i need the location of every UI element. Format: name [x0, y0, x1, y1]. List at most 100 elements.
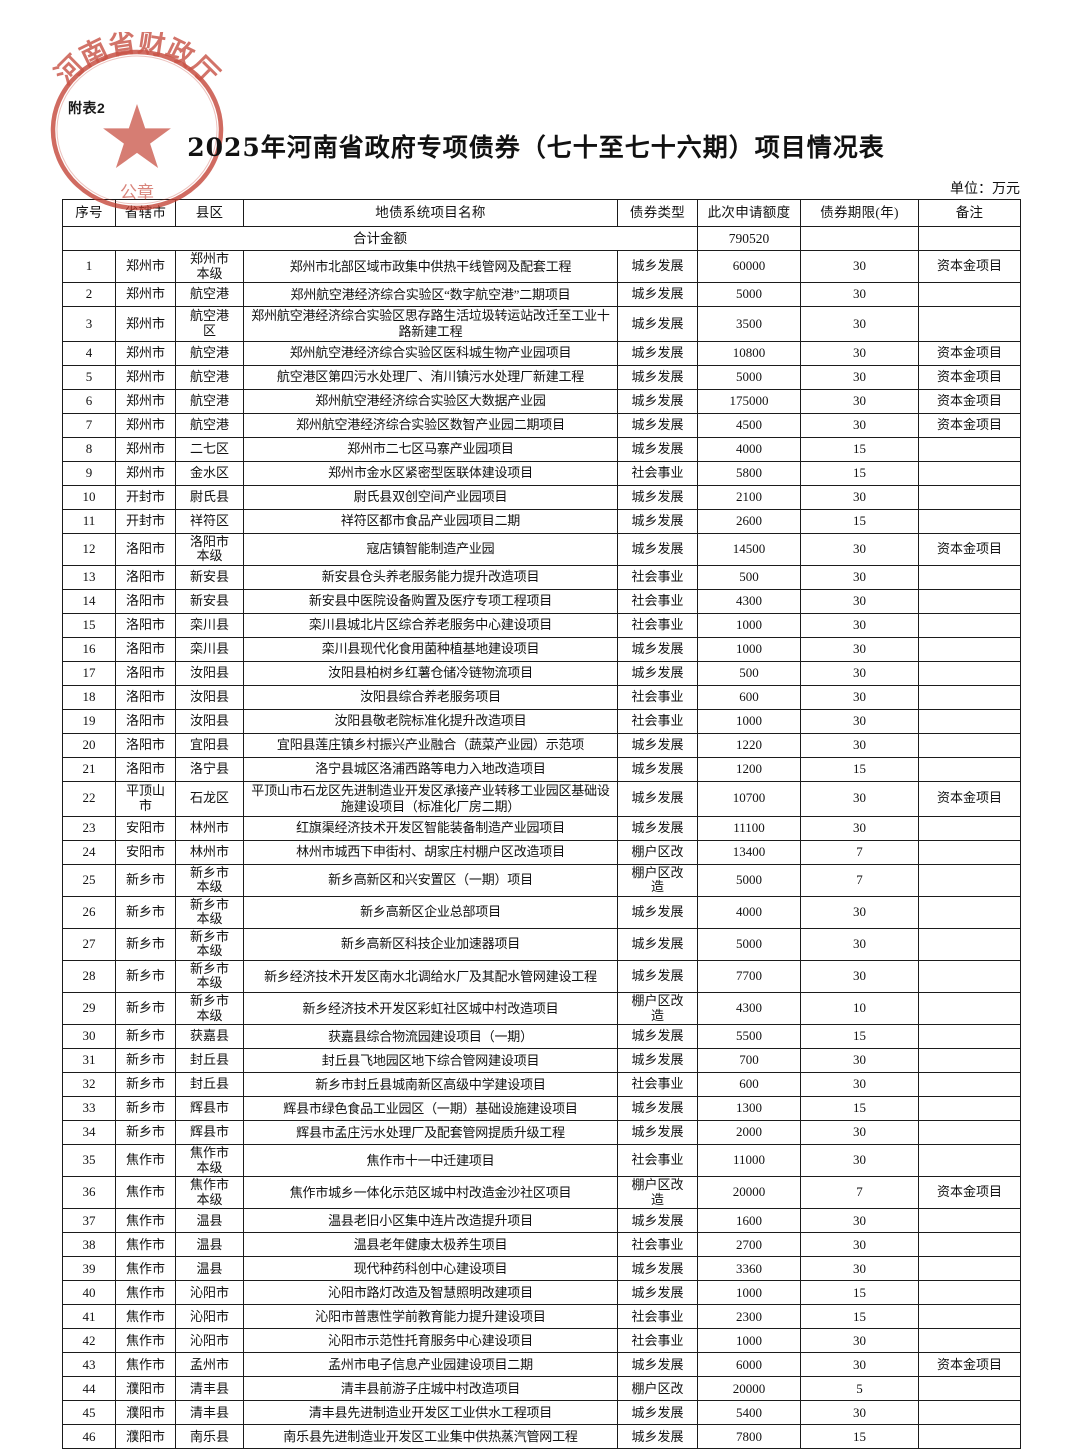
cell-term: 15: [800, 508, 919, 534]
cell-project-name: 辉县市绿色食品工业园区（一期）基础设施建设项目: [243, 1096, 618, 1122]
cell-note: [918, 756, 1021, 782]
table-body: 合计金额 790520 1 郑州市 郑州市 本级 郑州市北部区域市政集中供热干线管网及配…: [62, 226, 1021, 1450]
cell-city: 郑州市: [115, 249, 176, 284]
cell-note: [918, 1096, 1021, 1122]
cell-note: [918, 1024, 1021, 1050]
cell-amount: 20000: [697, 1376, 801, 1402]
cell-city: 焦作市: [115, 1208, 176, 1234]
cell-note: 资本金项目: [918, 364, 1021, 390]
cell-amount: 14500: [697, 532, 801, 566]
table-row: 27 新乡市 新乡市 本级 新乡高新区科技企业加速器项目 城乡发展 5000 30: [62, 927, 1021, 961]
cell-amount: 5000: [697, 364, 801, 390]
cell-project-name: 新乡经济技术开发区彩虹社区城中村改造项目: [243, 991, 618, 1026]
cell-city: 郑州市: [115, 364, 176, 390]
cell-amount: 1000: [697, 708, 801, 734]
cell-term: 30: [800, 388, 919, 414]
table-row: 4 郑州市 航空港 郑州航空港经济综合实验区医科城生物产业园项目 城乡发展 10800 30…: [62, 340, 1021, 366]
cell-county: 尉氏县: [175, 484, 244, 510]
table-row: 35 焦作市 焦作市 本级 焦作市十一中迁建项目 社会事业 11000 30: [62, 1144, 1021, 1178]
cell-seq: 13: [62, 564, 116, 590]
cell-project-name: 新乡经济技术开发区南水北调给水厂及其配水管网建设工程: [243, 959, 618, 994]
cell-project-name: 洛宁县城区洛浦西路等电力入地改造项目: [243, 756, 618, 782]
cell-city: 新乡市: [115, 1024, 176, 1050]
cell-project-name: 航空港区第四污水处理厂、洧川镇污水处理厂新建工程: [243, 364, 618, 390]
cell-amount: 2300: [697, 1304, 801, 1330]
cell-seq: 23: [62, 815, 116, 841]
cell-term: 5: [800, 1376, 919, 1402]
cell-project-name: 现代种药科创中心建设项目: [243, 1256, 618, 1282]
cell-term: 30: [800, 1072, 919, 1098]
table-row: 44 濮阳市 清丰县 清丰县前游子庄城中村改造项目 棚户区改 20000 5: [62, 1376, 1021, 1402]
cell-amount: 2600: [697, 508, 801, 534]
cell-term: 30: [800, 564, 919, 590]
cell-term: 30: [800, 1208, 919, 1234]
table-row: 5 郑州市 航空港 航空港区第四污水处理厂、洧川镇污水处理厂新建工程 城乡发展 5000 3…: [62, 364, 1021, 390]
cell-seq: 39: [62, 1256, 116, 1282]
cell-city: 濮阳市: [115, 1400, 176, 1426]
cell-bond-type: 社会事业: [617, 612, 698, 638]
cell-seq: 27: [62, 927, 116, 961]
cell-amount: 6000: [697, 1352, 801, 1378]
cell-note: [918, 1144, 1021, 1178]
table-row: 31 新乡市 封丘县 封丘县飞地园区地下综合管网建设项目 城乡发展 700 30: [62, 1048, 1021, 1074]
cell-county: 林州市: [175, 839, 244, 865]
cell-seq: 7: [62, 412, 116, 438]
cell-seq: 8: [62, 436, 116, 462]
cell-county: 沁阳市: [175, 1328, 244, 1354]
total-label: 合计金额: [62, 226, 698, 251]
table-row: 11 开封市 祥符区 祥符区都市食品产业园项目二期 城乡发展 2600 15: [62, 508, 1021, 534]
cell-city: 焦作市: [115, 1256, 176, 1282]
cell-project-name: 红旗渠经济技术开发区智能装备制造产业园项目: [243, 815, 618, 841]
cell-note: [918, 1208, 1021, 1234]
cell-bond-type: 城乡发展: [617, 1024, 698, 1050]
cell-amount: 20000: [697, 1176, 801, 1210]
cell-note: [918, 484, 1021, 510]
cell-note: [918, 991, 1021, 1026]
cell-seq: 12: [62, 532, 116, 566]
cell-note: [918, 1072, 1021, 1098]
cell-project-name: 南乐县先进制造业开发区工业集中供热蒸汽管网工程: [243, 1424, 618, 1450]
col-header-amount: 此次申请额度: [697, 199, 801, 227]
cell-amount: 3360: [697, 1256, 801, 1282]
table-row: 22 平顶山市石龙区 平顶山市石龙区先进制造业开发区承接产业转移工业园区基础设施建设…: [62, 780, 1021, 817]
cell-project-name: 沁阳市示范性托育服务中心建设项目: [243, 1328, 618, 1354]
cell-note: 资本金项目: [918, 780, 1021, 817]
cell-project-name: 栾川县现代化食用菌种植基地建设项目: [243, 636, 618, 662]
cell-note: [918, 612, 1021, 638]
cell-project-name: 祥符区都市食品产业园项目二期: [243, 508, 618, 534]
cell-term: 30: [800, 1400, 919, 1426]
table-row: 46 濮阳市 南乐县 南乐县先进制造业开发区工业集中供热蒸汽管网工程 城乡发展 7800 1…: [62, 1424, 1021, 1450]
table-row: 13 洛阳市 新安县 新安县仓头养老服务能力提升改造项目 社会事业 500 30: [62, 564, 1021, 590]
cell-amount: 600: [697, 1072, 801, 1098]
cell-seq: 36: [62, 1176, 116, 1210]
cell-seq: 43: [62, 1352, 116, 1378]
cell-bond-type: 城乡发展: [617, 959, 698, 994]
cell-amount: 10700: [697, 780, 801, 817]
cell-county: 温县: [175, 1232, 244, 1258]
table-row: 36 焦作市 焦作市 本级 焦作市城乡一体化示范区城中村改造金沙社区项目 棚户区改造 200…: [62, 1176, 1021, 1210]
cell-amount: 2700: [697, 1232, 801, 1258]
cell-project-name: 孟州市电子信息产业园建设项目二期: [243, 1352, 618, 1378]
cell-seq: 1: [62, 249, 116, 284]
cell-note: [918, 1424, 1021, 1450]
cell-project-name: 尉氏县双创空间产业园项目: [243, 484, 618, 510]
cell-seq: 44: [62, 1376, 116, 1402]
cell-term: 15: [800, 756, 919, 782]
cell-city: 焦作市: [115, 1304, 176, 1330]
cell-bond-type: 城乡发展: [617, 1208, 698, 1234]
cell-note: [918, 660, 1021, 686]
cell-bond-type: 社会事业: [617, 564, 698, 590]
cell-bond-type: 城乡发展: [617, 249, 698, 284]
cell-bond-type: 社会事业: [617, 1072, 698, 1098]
total-note: [918, 226, 1021, 251]
cell-note: 资本金项目: [918, 388, 1021, 414]
project-table-container: 序号 省辖市 县区 地债系统项目名称 债券类型 此次申请额度 债券期限(年) 备…: [62, 199, 1021, 1450]
cell-county: 林州市: [175, 815, 244, 841]
cell-city: 安阳市: [115, 815, 176, 841]
table-row: 15 洛阳市 栾川县 栾川县城北片区综合养老服务中心建设项目 社会事业 1000 30: [62, 612, 1021, 638]
cell-project-name: 焦作市城乡一体化示范区城中村改造金沙社区项目: [243, 1176, 618, 1210]
cell-city: 郑州市: [115, 282, 176, 308]
cell-seq: 16: [62, 636, 116, 662]
table-row: 3 郑州市 航空港区郑州航空港经济综合实验区思存路生活垃圾转运站改迁至工业十路新建工…: [62, 306, 1021, 342]
